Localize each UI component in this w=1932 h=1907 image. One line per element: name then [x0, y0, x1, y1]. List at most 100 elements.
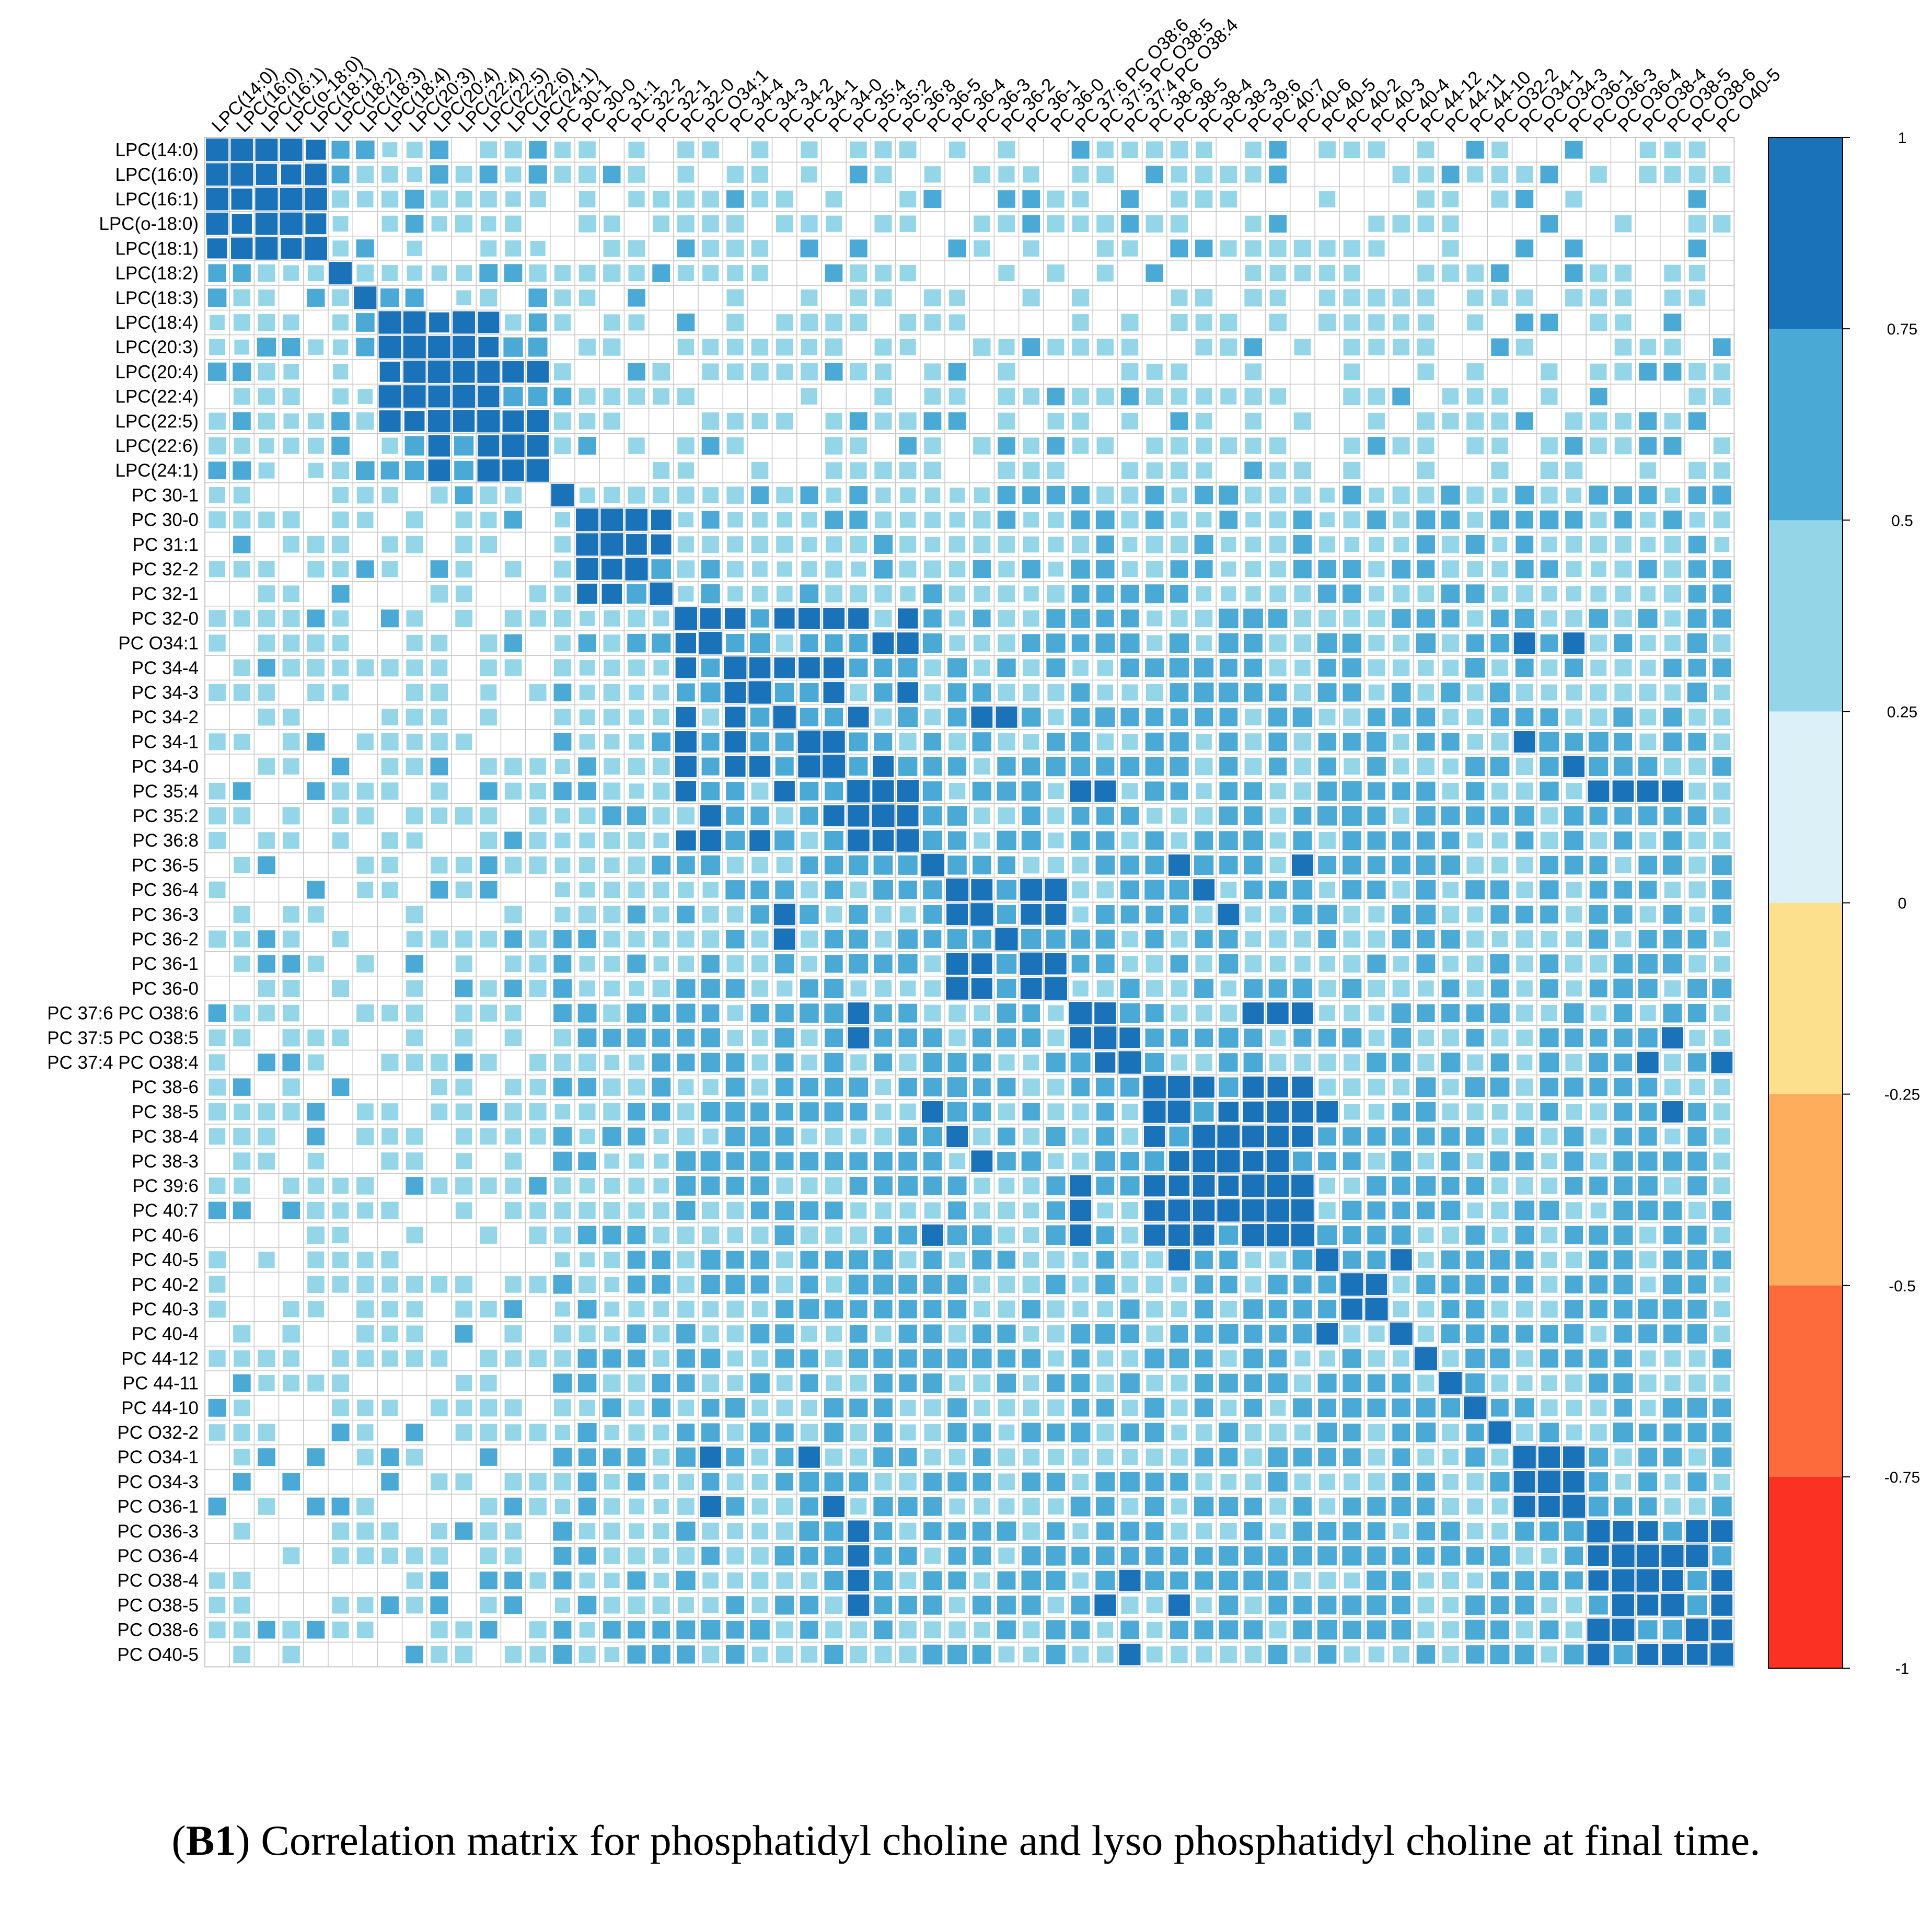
row-label: LPC(22:5) [115, 411, 199, 432]
matrix-cell [604, 1425, 620, 1440]
matrix-cell [233, 487, 250, 504]
matrix-cell [1120, 1423, 1139, 1442]
matrix-cell [1664, 980, 1681, 997]
matrix-cell [554, 833, 571, 849]
matrix-cell [1243, 608, 1263, 629]
matrix-cell [800, 1102, 819, 1122]
matrix-cell [652, 758, 670, 775]
matrix-cell [1588, 732, 1609, 752]
matrix-cell [209, 1621, 226, 1638]
matrix-cell [700, 1151, 721, 1171]
matrix-cell [1614, 264, 1632, 282]
matrix-cell [974, 487, 990, 503]
matrix-cell [1170, 239, 1188, 258]
matrix-cell [1713, 609, 1731, 628]
matrix-cell [652, 1645, 670, 1664]
matrix-cell [873, 535, 893, 554]
matrix-cell [1714, 956, 1730, 972]
matrix-cell [677, 1498, 695, 1515]
matrix-cell [1663, 1250, 1682, 1269]
matrix-cell [899, 215, 916, 232]
matrix-cell [455, 857, 472, 874]
matrix-cell [1564, 806, 1584, 826]
matrix-cell [776, 857, 793, 873]
matrix-cell [751, 782, 769, 800]
matrix-cell [1193, 1077, 1214, 1098]
matrix-cell [233, 906, 250, 923]
matrix-cell [776, 1621, 793, 1638]
matrix-cell [1393, 585, 1410, 603]
matrix-cell [1491, 290, 1508, 306]
matrix-cell [255, 188, 278, 211]
row-label: PC 38-4 [132, 1127, 199, 1147]
matrix-cell [455, 486, 473, 504]
matrix-cell [455, 807, 473, 825]
matrix-cell [949, 1498, 965, 1515]
matrix-cell [1713, 733, 1730, 750]
matrix-cell [258, 462, 275, 479]
matrix-cell [1318, 658, 1336, 677]
matrix-cell [1442, 1646, 1459, 1663]
matrix-cell [1566, 1424, 1582, 1441]
matrix-cell [356, 1004, 374, 1022]
matrix-cell [775, 732, 794, 751]
matrix-cell [1095, 1570, 1115, 1590]
matrix-cell [1242, 1224, 1265, 1246]
matrix-cell [923, 584, 942, 604]
matrix-cell [924, 1449, 941, 1466]
matrix-cell [1515, 1325, 1534, 1343]
matrix-cell [1195, 1004, 1212, 1022]
matrix-cell [1686, 1644, 1708, 1665]
matrix-cell [1021, 781, 1041, 801]
matrix-cell [628, 1596, 645, 1614]
matrix-cell [356, 1449, 374, 1466]
matrix-cell [677, 1400, 694, 1416]
matrix-cell [874, 1300, 893, 1319]
matrix-cell [1243, 1620, 1263, 1639]
matrix-cell [948, 1325, 966, 1343]
matrix-cell [233, 1128, 251, 1146]
matrix-cell [1293, 1521, 1312, 1541]
matrix-cell [1343, 511, 1361, 528]
matrix-cell [255, 237, 278, 260]
matrix-cell [1687, 1299, 1707, 1319]
matrix-cell [332, 314, 349, 331]
matrix-cell [1071, 1324, 1091, 1344]
matrix-cell [1268, 881, 1287, 899]
matrix-cell [578, 782, 596, 801]
matrix-cell [553, 1004, 572, 1022]
matrix-cell [505, 1424, 522, 1441]
matrix-cell [1070, 1175, 1092, 1197]
matrix-cell [997, 1003, 1016, 1023]
row-label: LPC(18:4) [115, 313, 199, 333]
matrix-cell [652, 1621, 670, 1639]
matrix-cell [1072, 536, 1090, 553]
matrix-cell [1590, 289, 1607, 307]
matrix-cell [1393, 1301, 1409, 1317]
matrix-cell [726, 1176, 744, 1195]
matrix-cell [701, 930, 720, 948]
matrix-cell [824, 1102, 843, 1122]
matrix-cell [1540, 954, 1559, 973]
matrix-cell [726, 339, 744, 355]
matrix-cell [650, 582, 673, 605]
matrix-cell [1144, 1151, 1164, 1171]
matrix-cell [480, 1004, 497, 1022]
row-label: PC O36-4 [117, 1546, 199, 1566]
matrix-cell [528, 337, 548, 357]
matrix-cell [1318, 1300, 1337, 1319]
matrix-cell [776, 363, 793, 380]
matrix-cell [824, 1300, 843, 1319]
matrix-cell [750, 1423, 770, 1442]
matrix-cell [283, 536, 299, 553]
matrix-cell [332, 635, 349, 652]
matrix-cell [1663, 1324, 1682, 1343]
matrix-cell [1515, 1127, 1534, 1146]
matrix-cell [1688, 1448, 1706, 1466]
matrix-cell [653, 1449, 670, 1466]
matrix-cell [948, 141, 966, 158]
matrix-cell [1612, 1594, 1635, 1616]
matrix-cell [1712, 1546, 1732, 1566]
matrix-cell [1046, 1127, 1066, 1146]
matrix-cell [1614, 338, 1632, 356]
